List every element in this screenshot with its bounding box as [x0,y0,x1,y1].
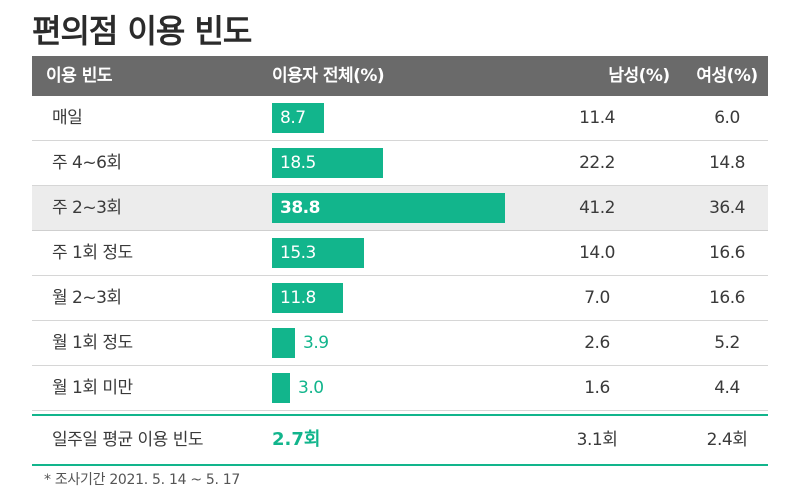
total-value-label: 11.8 [280,288,316,308]
total-bar [272,148,383,178]
summary-male: 3.1회 [576,430,618,450]
female-value: 16.6 [709,243,745,263]
total-bar [272,238,364,268]
table-row: 월 1회 정도 3.9 2.6 5.2 [32,321,768,366]
table-row: 월 2~3회 11.8 7.0 16.6 [32,276,768,321]
total-bar [272,283,343,313]
table-row: 주 4~6회 18.5 22.2 14.8 [32,141,768,186]
row-frequency-label: 월 2~3회 [52,288,122,308]
chart-title: 편의점 이용 빈도 [32,12,252,50]
total-value-label: 38.8 [280,198,320,218]
table-row: 월 1회 미만 3.0 1.6 4.4 [32,366,768,411]
female-value: 16.6 [709,288,745,308]
row-frequency-label: 월 1회 미만 [52,378,133,398]
row-frequency-label: 주 4~6회 [52,153,122,173]
total-bar [272,193,505,223]
header-total: 이용자 전체(%) [272,66,385,86]
total-value-label: 3.9 [303,333,329,353]
table-header: 이용 빈도 이용자 전체(%) 남성(%) 여성(%) [32,56,768,96]
male-value: 41.2 [579,198,615,218]
female-value: 4.4 [714,378,740,398]
male-value: 14.0 [579,243,615,263]
header-frequency: 이용 빈도 [46,66,112,86]
female-value: 36.4 [709,198,745,218]
summary-label: 일주일 평균 이용 빈도 [52,430,203,450]
male-value: 1.6 [584,378,610,398]
female-value: 6.0 [714,108,740,128]
row-frequency-label: 월 1회 정도 [52,333,133,353]
total-value-label: 8.7 [280,108,306,128]
footnote: * 조사기간 2021. 5. 14 ~ 5. 17 [44,472,241,488]
male-value: 11.4 [579,108,615,128]
total-value-label: 18.5 [280,153,316,173]
male-value: 22.2 [579,153,615,173]
total-bar [272,328,295,358]
header-female: 여성(%) [696,66,758,86]
row-frequency-label: 주 1회 정도 [52,243,133,263]
table-row: 주 2~3회 38.8 41.2 36.4 [32,186,768,231]
male-value: 7.0 [584,288,610,308]
total-bar [272,103,324,133]
total-value-label: 15.3 [280,243,316,263]
male-value: 2.6 [584,333,610,353]
summary-row: 일주일 평균 이용 빈도 2.7회 3.1회 2.4회 [32,414,768,466]
summary-female: 2.4회 [706,430,748,450]
header-male: 남성(%) [608,66,670,86]
table-row: 매일 8.7 11.4 6.0 [32,96,768,141]
row-frequency-label: 주 2~3회 [52,198,122,218]
table-row: 주 1회 정도 15.3 14.0 16.6 [32,231,768,276]
row-frequency-label: 매일 [52,108,83,128]
total-bar [272,373,290,403]
summary-total: 2.7회 [272,429,321,450]
female-value: 5.2 [714,333,740,353]
female-value: 14.8 [709,153,745,173]
total-value-label: 3.0 [298,378,324,398]
